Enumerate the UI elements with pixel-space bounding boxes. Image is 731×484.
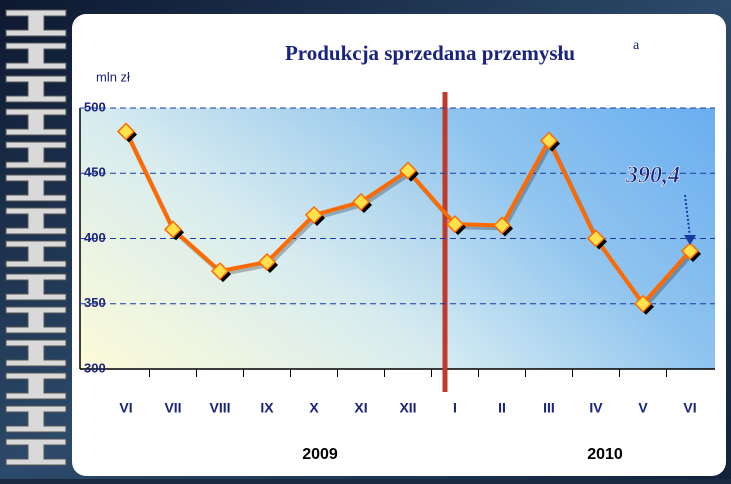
x-tick-label: XII bbox=[399, 400, 416, 416]
group-label: 2010 bbox=[587, 446, 623, 463]
y-tick-label: 400 bbox=[84, 230, 106, 245]
title-superscript: a bbox=[633, 38, 640, 53]
y-axis-label: mln zł bbox=[96, 69, 130, 84]
value-annotation: 390,4 bbox=[625, 163, 680, 189]
x-tick-label: III bbox=[543, 400, 555, 416]
x-tick-label: X bbox=[309, 400, 319, 416]
x-tick-label: V bbox=[638, 400, 648, 416]
x-tick-label: I bbox=[453, 400, 457, 416]
y-tick-label: 300 bbox=[84, 360, 106, 375]
y-tick-label: 450 bbox=[84, 165, 106, 180]
x-tick-label: IX bbox=[260, 400, 274, 416]
y-tick-label: 500 bbox=[84, 99, 106, 114]
y-tick-label: 350 bbox=[84, 295, 106, 310]
chart-title: Produkcja sprzedana przemysłu bbox=[285, 41, 575, 65]
x-tick-label: II bbox=[498, 400, 506, 416]
x-tick-label: VI bbox=[119, 400, 132, 416]
x-tick-label: IV bbox=[589, 400, 603, 416]
slide: Produkcja sprzedana przemysłu a mln zł 2… bbox=[0, 0, 731, 479]
group-label: 2009 bbox=[302, 446, 338, 463]
x-tick-label: VI bbox=[683, 400, 696, 416]
x-tick-label: VII bbox=[164, 400, 181, 416]
x-tick-label: XI bbox=[354, 400, 367, 416]
x-tick-label: VIII bbox=[209, 400, 230, 416]
